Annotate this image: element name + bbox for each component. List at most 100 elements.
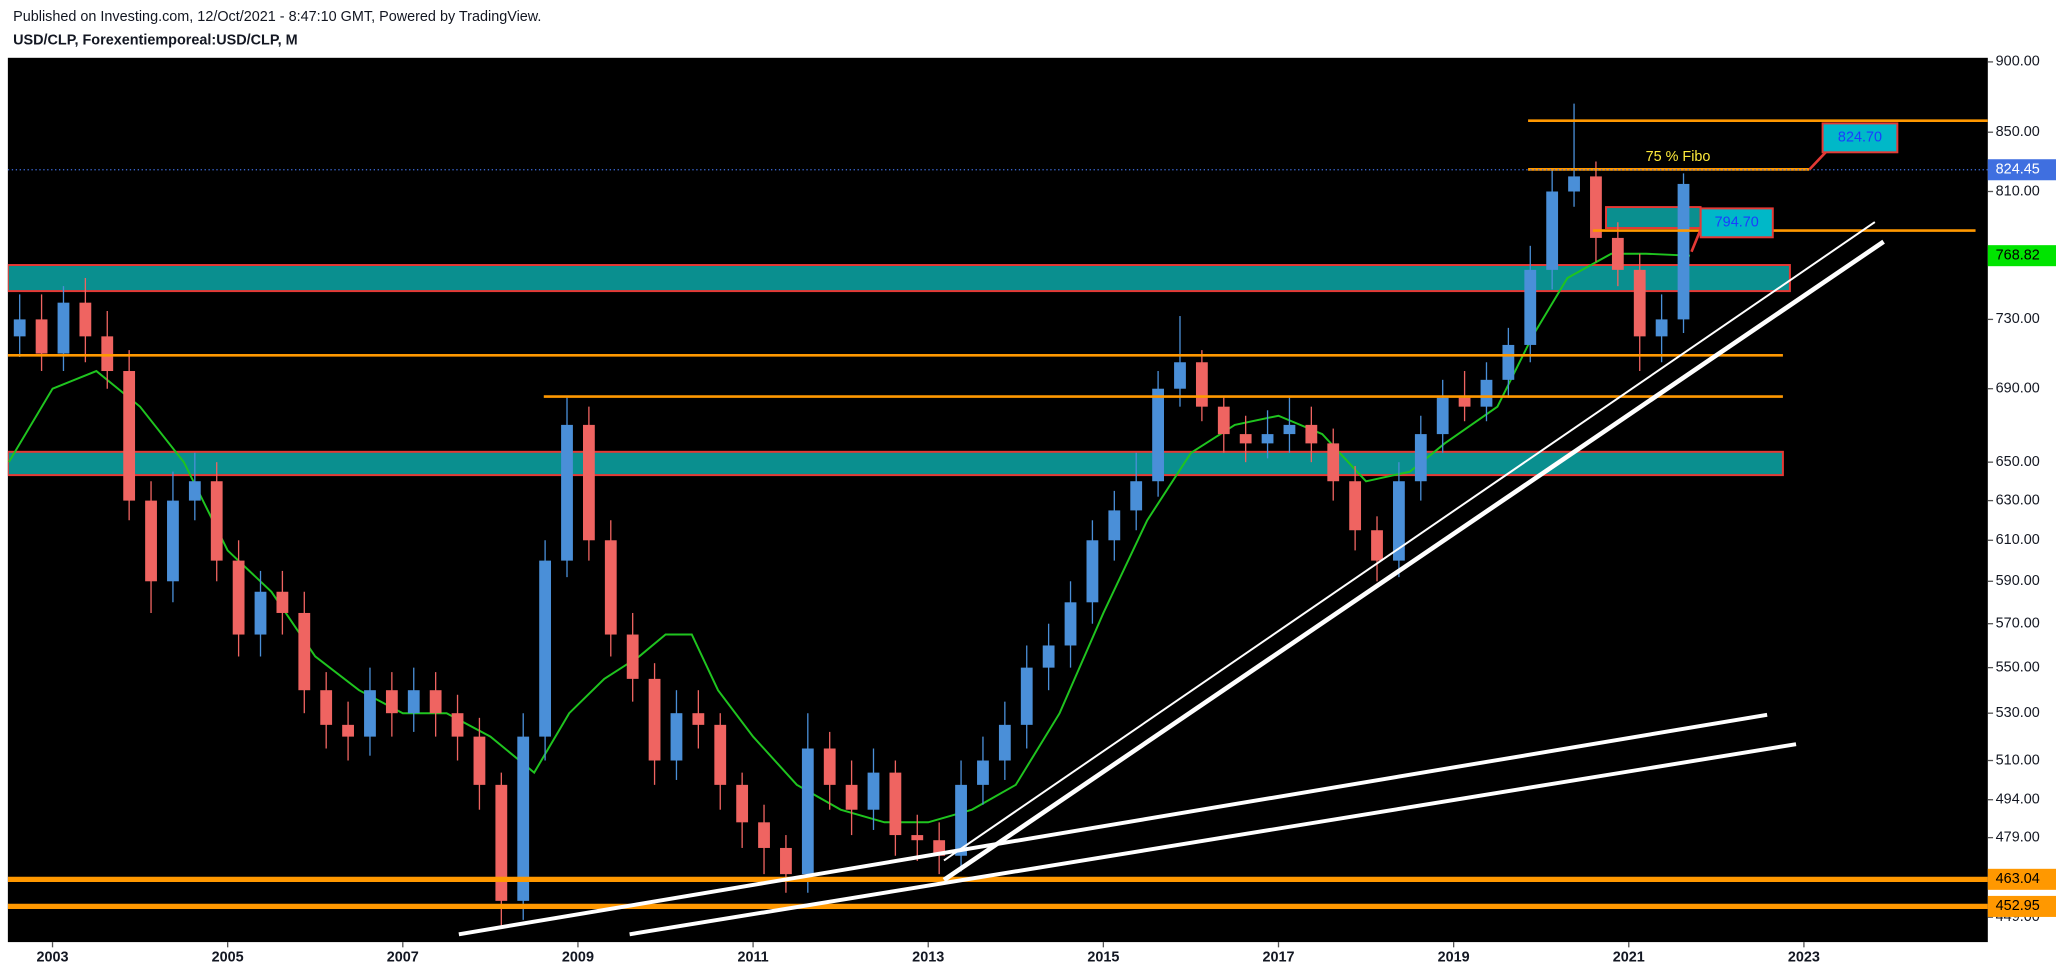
candle-body — [167, 500, 179, 582]
candle-body — [955, 784, 967, 856]
candle-body — [429, 690, 442, 714]
candle-body — [407, 690, 420, 714]
candle-body — [1283, 424, 1296, 435]
zone — [7, 264, 1791, 293]
x-tick-label: 2005 — [212, 950, 244, 966]
y-tick-label: 810.00 — [1996, 183, 2040, 199]
plot-area — [7, 57, 1988, 943]
trend-line — [943, 221, 1876, 862]
candle-body — [845, 784, 858, 810]
y-tick-label: 850.00 — [1996, 124, 2040, 140]
y-tick-label: 479.00 — [1996, 829, 2040, 845]
y-tick-label: 650.00 — [1996, 454, 2040, 470]
candle-body — [1152, 388, 1164, 482]
price-tag — [1987, 245, 2056, 267]
candle-body — [1458, 397, 1471, 407]
candle-body — [1414, 434, 1427, 482]
candle-body — [801, 748, 814, 875]
candle-body — [626, 634, 639, 679]
x-tick-label: 2007 — [387, 950, 419, 966]
candle-body — [692, 713, 705, 725]
candle-body — [539, 560, 552, 737]
price-tag-label: 824.45 — [1996, 162, 2040, 178]
candle-body — [823, 748, 836, 785]
candle-body — [867, 772, 880, 810]
candle-body — [1195, 362, 1208, 407]
callout-box — [1821, 122, 1899, 154]
chart-title: USD/CLP, Forexentiemporeal:USD/CLP, M — [13, 33, 297, 49]
y-tick-label: 510.00 — [1996, 752, 2040, 768]
candle-body — [495, 784, 508, 901]
candle-body — [1590, 176, 1602, 238]
candle-body — [101, 336, 114, 372]
candle-body — [320, 690, 333, 725]
candle-body — [1677, 183, 1690, 320]
candle-body — [561, 424, 573, 561]
plot-layer: 75 % Fibo 794.70 824.70 — [7, 103, 1988, 937]
candle-body — [648, 678, 661, 761]
price-tag — [1987, 868, 2056, 890]
candle-body — [276, 591, 289, 613]
candle-body — [1174, 362, 1186, 389]
x-tick-label: 2013 — [912, 950, 944, 966]
candle-body — [758, 822, 770, 848]
candle-body — [1020, 667, 1033, 725]
candle-body — [188, 481, 201, 501]
candle-body — [582, 424, 595, 541]
candle-body — [1217, 406, 1230, 435]
y-tick-label: 690.00 — [1996, 381, 2040, 397]
x-tick-label: 2015 — [1087, 950, 1119, 966]
candle-body — [1436, 397, 1449, 435]
y-tick-label: 494.00 — [1996, 792, 2040, 808]
price-tag-label: 463.04 — [1996, 871, 2040, 887]
candle-body — [780, 847, 792, 875]
candle-body — [1239, 434, 1252, 444]
candle-body — [1327, 443, 1340, 482]
candle-body — [1655, 319, 1668, 337]
callout-box — [1699, 207, 1774, 239]
candle-body — [911, 835, 924, 841]
y-tick-label: 630.00 — [1996, 492, 2040, 508]
candle-body — [1393, 481, 1405, 561]
callout-pointer — [1690, 228, 1702, 253]
candle-body — [342, 724, 354, 737]
y-tick-label: 570.00 — [1996, 616, 2040, 632]
x-tick-label: 2009 — [562, 950, 594, 966]
candle-body — [385, 690, 398, 714]
chart-subtitle: Published on Investing.com, 12/Oct/2021 … — [13, 9, 541, 25]
candle-body — [57, 302, 70, 354]
candle-body — [254, 591, 267, 635]
candle-body — [1546, 191, 1559, 270]
y-tick-label: 730.00 — [1996, 311, 2040, 327]
candle-body — [145, 500, 157, 582]
candle-body — [1108, 510, 1121, 541]
callout-label: 824.70 — [1838, 130, 1882, 146]
candle-body — [298, 612, 311, 691]
candle-body — [1130, 481, 1143, 511]
price-tag — [1987, 895, 2056, 917]
candle-body — [714, 724, 727, 785]
candle-body — [79, 302, 92, 337]
x-tick-label: 2003 — [36, 950, 68, 966]
candle-body — [210, 481, 223, 561]
zone — [7, 450, 1784, 477]
candle-body — [1633, 269, 1646, 337]
y-tick-label: 550.00 — [1996, 659, 2040, 675]
x-tick-label: 2023 — [1788, 950, 1820, 966]
candle-body — [123, 371, 136, 501]
x-tick-label: 2011 — [737, 950, 768, 966]
price-tag — [1987, 159, 2056, 181]
y-tick-label: 900.00 — [1996, 54, 2040, 70]
candle-body — [364, 690, 376, 737]
y-tick-label: 610.00 — [1996, 532, 2040, 548]
candle-body — [1042, 645, 1055, 668]
candle-body — [1261, 434, 1274, 444]
candle-body — [1086, 540, 1099, 603]
candle-body — [473, 736, 486, 785]
y-tick-label: 530.00 — [1996, 705, 2040, 721]
candle-body — [1349, 481, 1362, 531]
price-tag-label: 768.82 — [1996, 247, 2040, 263]
candle-body — [604, 540, 617, 635]
